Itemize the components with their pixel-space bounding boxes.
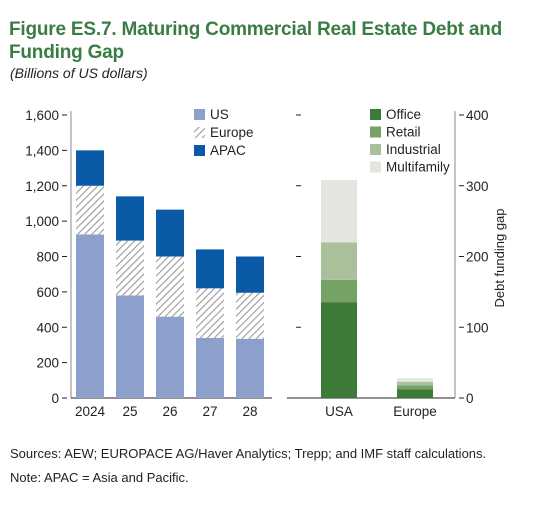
legend-swatch-industrial <box>370 144 381 155</box>
chart-subtitle: (Billions of US dollars) <box>10 65 148 81</box>
legend-label-apac: APAC <box>210 143 246 158</box>
bar-apac-26 <box>156 209 184 257</box>
left-x-tick-label: 25 <box>122 404 137 419</box>
left-y-tick-label: 1,000 <box>25 214 59 229</box>
left-x-tick-label: 26 <box>162 404 177 419</box>
legend-label-us: US <box>210 107 229 122</box>
right-y-tick-label: 400 <box>466 108 489 123</box>
bar-us-2024 <box>76 234 104 398</box>
legend-swatch-us <box>194 109 205 120</box>
chart-title: Figure ES.7. Maturing Commercial Real Es… <box>9 19 503 63</box>
bar-europe-2024 <box>76 185 104 235</box>
left-y-tick-label: 600 <box>36 285 59 300</box>
bar-apac-28 <box>236 256 264 293</box>
bar-office-europe <box>397 389 433 398</box>
bar-apac-27 <box>196 249 224 289</box>
right-y-tick-label: 200 <box>466 250 489 265</box>
bar-retail-europe <box>397 385 433 390</box>
legend-label-industrial: Industrial <box>386 142 441 157</box>
left-x-tick-label: 28 <box>242 404 257 419</box>
legend-label-retail: Retail <box>386 125 421 140</box>
right-x-tick-label: Europe <box>393 404 437 419</box>
left-y-tick-label: 200 <box>36 356 59 371</box>
legend-swatch-apac <box>194 145 205 156</box>
right-y-tick-label: 0 <box>466 391 474 406</box>
bar-us-28 <box>236 338 264 398</box>
right-y-axis-title: Debt funding gap <box>492 208 507 307</box>
bar-multifamily-europe <box>397 378 433 382</box>
apac-note: Note: APAC = Asia and Pacific. <box>10 470 189 485</box>
bar-us-25 <box>116 295 144 398</box>
bar-retail-usa <box>321 279 357 303</box>
legend-label-office: Office <box>386 107 421 122</box>
legend-swatch-multifamily <box>370 161 381 173</box>
bar-apac-25 <box>116 196 144 241</box>
bar-multifamily-usa <box>321 180 357 243</box>
left-x-tick-label: 2024 <box>75 404 106 419</box>
bar-europe-27 <box>196 288 224 338</box>
left-panel: 0 200 400 600 800 1,000 1,200 1,400 1,600 2024 25 2… <box>25 107 272 419</box>
left-y-tick-label: 800 <box>36 250 59 265</box>
bar-industrial-europe <box>397 381 433 386</box>
legend-swatch-office <box>370 109 381 120</box>
right-y-tick-label: 300 <box>466 179 489 194</box>
left-y-tick-label: 0 <box>51 391 59 406</box>
left-y-tick-label: 1,200 <box>25 179 59 194</box>
left-y-tick-label: 1,400 <box>25 143 59 158</box>
left-y-tick-label: 400 <box>36 320 59 335</box>
left-y-tick-label: 1,600 <box>25 108 59 123</box>
left-x-tick-label: 27 <box>202 404 217 419</box>
bar-us-26 <box>156 316 184 398</box>
legend-swatch-retail <box>370 126 381 138</box>
bar-us-27 <box>196 337 224 398</box>
bar-industrial-usa <box>321 242 357 280</box>
bar-europe-25 <box>116 240 144 296</box>
bar-europe-26 <box>156 256 184 317</box>
right-x-tick-label: USA <box>325 404 353 419</box>
sources-note: Sources: AEW; EUROPACE AG/Haver Analytic… <box>10 446 487 461</box>
right-panel: 0 100 200 300 400 USA Europe Office Retail Indust… <box>287 107 507 419</box>
bar-europe-28 <box>236 292 264 339</box>
legend-label-multifamily: Multifamily <box>386 160 450 175</box>
legend-swatch-europe <box>194 127 205 138</box>
legend-label-europe: Europe <box>210 125 254 140</box>
bar-apac-2024 <box>76 150 104 186</box>
right-y-tick-label: 100 <box>466 320 489 335</box>
bar-office-usa <box>321 302 357 398</box>
